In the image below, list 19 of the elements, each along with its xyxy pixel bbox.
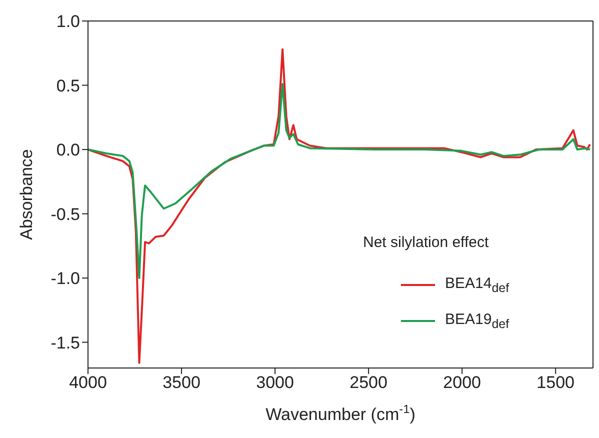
y-tick-label: 1.0 — [56, 12, 80, 32]
y-axis-title: Absorbance — [17, 149, 36, 240]
y-tick-label: -1.0 — [50, 269, 80, 288]
x-tick-label: 3500 — [162, 373, 200, 392]
y-tick-label: 0.0 — [56, 140, 80, 160]
x-tick-label: 1500 — [536, 373, 575, 392]
y-tick-label: -1.5 — [50, 333, 80, 352]
y-tick-label: -0.5 — [50, 204, 80, 224]
x-tick-label: 2500 — [350, 373, 388, 392]
x-axis-title: Wavenumber (cm$^{-1}$) — [266, 402, 416, 424]
y-tick-label: 0.5 — [56, 76, 80, 96]
x-tick-label: 3000 — [256, 373, 294, 392]
legend-label: BEA14$_{def}$ — [445, 275, 510, 295]
x-tick-label: 2000 — [443, 373, 481, 392]
line-series — [88, 82, 592, 280]
x-tick-label: 4000 — [69, 373, 107, 392]
legend-label: BEA19$_{def}$ — [445, 311, 510, 331]
line-series — [88, 48, 592, 364]
legend-title: Net silylation effect — [363, 234, 490, 251]
